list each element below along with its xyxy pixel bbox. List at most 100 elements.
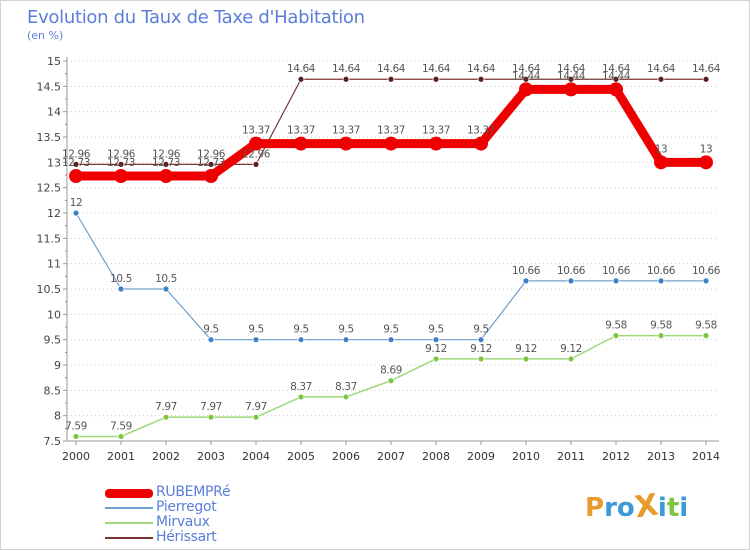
data-point-rubempre (384, 136, 398, 151)
data-point-pierregot (342, 336, 350, 344)
data-label-mirvaux: 7.97 (155, 401, 177, 413)
series-rubempre (69, 82, 713, 184)
data-label-herissart: 12.96 (62, 148, 91, 160)
x-tick-label: 2009 (467, 450, 495, 463)
data-point-mirvaux (72, 433, 80, 440)
y-tick-label: 12 (47, 207, 61, 220)
x-tick-label: 2002 (152, 450, 180, 463)
data-point-rubempre (69, 169, 83, 184)
data-label-mirvaux: 8.37 (335, 381, 357, 393)
data-point-pierregot (522, 277, 530, 285)
data-point-pierregot (657, 277, 665, 285)
chart-title: Evolution du Taux de Taxe d'Habitation (27, 7, 365, 28)
data-point-mirvaux (522, 355, 530, 363)
data-point-herissart (387, 75, 395, 83)
legend-swatch-mirvaux (105, 522, 153, 524)
data-point-mirvaux (117, 433, 125, 440)
data-point-herissart (162, 160, 170, 168)
data-point-rubempre (429, 136, 443, 151)
data-point-rubempre (699, 155, 713, 170)
data-point-mirvaux (387, 377, 395, 385)
data-label-mirvaux: 9.58 (650, 320, 672, 332)
data-label-mirvaux: 9.12 (470, 343, 492, 355)
data-point-rubempre (294, 136, 308, 151)
data-label-pierregot: 10.66 (647, 265, 676, 277)
series-herissart (72, 75, 710, 168)
data-point-pierregot (297, 336, 305, 344)
data-point-herissart (702, 75, 710, 83)
data-label-herissart: 14.64 (692, 63, 721, 75)
data-label-pierregot: 10.66 (512, 265, 541, 277)
data-point-herissart (567, 75, 575, 83)
legend-swatch-herissart (105, 537, 153, 539)
y-tick-label: 9.5 (44, 334, 62, 347)
data-label-rubempre: 13 (655, 143, 668, 155)
data-point-pierregot (567, 277, 575, 285)
proxiti-logo: ProXiti (585, 487, 689, 526)
data-label-mirvaux: 8.37 (290, 381, 312, 393)
data-label-rubempre: 12.73 (62, 157, 90, 169)
data-label-pierregot: 10.66 (692, 265, 721, 277)
data-point-herissart (432, 75, 440, 83)
x-tick-label: 2005 (287, 450, 315, 463)
legend-swatch-pierregot (105, 507, 153, 509)
data-label-herissart: 12.96 (197, 148, 226, 160)
data-point-mirvaux (657, 332, 665, 340)
data-label-pierregot: 9.5 (293, 324, 309, 336)
data-label-rubempre: 12.73 (197, 157, 225, 169)
data-label-herissart: 14.64 (332, 63, 361, 75)
data-label-herissart: 14.64 (287, 63, 316, 75)
data-point-mirvaux (252, 413, 260, 421)
data-label-herissart: 14.64 (467, 63, 496, 75)
legend-item-herissart: Hérissart (105, 529, 305, 546)
data-label-rubempre: 13.37 (467, 125, 495, 137)
data-label-mirvaux: 8.69 (380, 365, 402, 377)
y-tick-label: 13.5 (37, 131, 62, 144)
data-label-pierregot: 9.5 (248, 324, 264, 336)
data-point-herissart (117, 160, 125, 168)
data-label-rubempre: 14.44 (512, 70, 541, 82)
x-tick-label: 2010 (512, 450, 540, 463)
data-point-mirvaux (162, 413, 170, 421)
y-unit-label: (en %) (27, 29, 64, 42)
data-label-herissart: 14.64 (377, 63, 406, 75)
x-tick-label: 2000 (62, 450, 90, 463)
data-label-herissart: 14.64 (422, 63, 451, 75)
data-label-rubempre: 13.37 (242, 125, 270, 137)
data-point-mirvaux (432, 355, 440, 363)
y-tick-label: 15 (47, 55, 61, 68)
data-label-herissart: 14.64 (512, 63, 541, 75)
data-point-pierregot (72, 209, 80, 217)
y-tick-label: 7.5 (44, 435, 62, 448)
data-point-rubempre (339, 136, 353, 151)
data-point-rubempre (114, 169, 128, 184)
data-label-pierregot: 10.66 (602, 265, 631, 277)
data-point-herissart (477, 75, 485, 83)
legend-swatch-rubempre (105, 488, 153, 498)
data-point-mirvaux (567, 355, 575, 363)
data-label-mirvaux: 7.59 (110, 420, 132, 432)
data-label-rubempre: 13 (700, 143, 713, 155)
data-point-mirvaux (342, 393, 350, 401)
data-point-rubempre (609, 82, 623, 97)
y-tick-label: 10 (47, 308, 61, 321)
x-tick-label: 2004 (242, 450, 270, 463)
data-label-mirvaux: 9.58 (695, 320, 717, 332)
legend-label-mirvaux: Mirvaux (156, 514, 210, 530)
data-label-mirvaux: 9.12 (560, 343, 582, 355)
data-point-rubempre (249, 136, 263, 151)
data-point-mirvaux (207, 413, 215, 421)
legend-item-mirvaux: Mirvaux (105, 514, 305, 531)
x-tick-label: 2006 (332, 450, 360, 463)
data-point-herissart (522, 75, 530, 83)
data-point-herissart (342, 75, 350, 83)
series-mirvaux (72, 332, 710, 440)
y-tick-label: 14.5 (37, 80, 62, 93)
series-pierregot (72, 209, 710, 344)
legend-item-rubempre: RUBEMPRé (105, 484, 305, 501)
x-tick-label: 2013 (647, 450, 675, 463)
data-label-mirvaux: 7.97 (200, 401, 222, 413)
data-label-pierregot: 10.5 (110, 273, 132, 285)
data-label-pierregot: 9.5 (383, 324, 399, 336)
